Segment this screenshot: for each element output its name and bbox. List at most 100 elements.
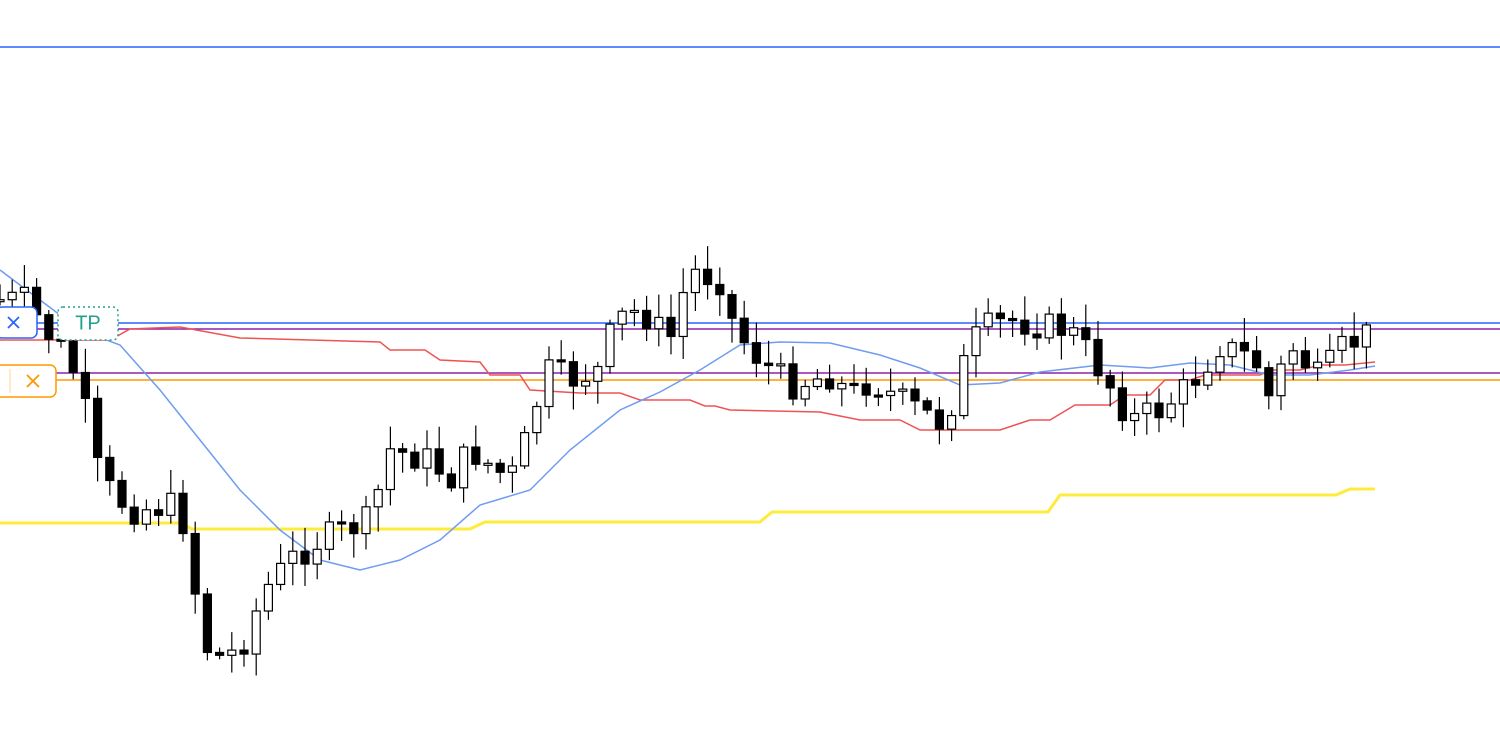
candle-body (666, 316, 676, 338)
candle-body (471, 446, 481, 465)
candle-body (556, 359, 566, 363)
indicators (0, 269, 1376, 571)
close-icon[interactable] (26, 374, 40, 388)
candle-body (800, 385, 810, 400)
candle-body (959, 354, 969, 417)
candle-body (1117, 387, 1128, 422)
candle-body (154, 509, 164, 516)
candle-body (19, 286, 29, 293)
candle-body (544, 359, 554, 408)
candle-body (873, 394, 884, 398)
candle-body (885, 390, 896, 397)
candle-body (68, 340, 78, 374)
candle-body (788, 363, 798, 400)
candle-body (519, 431, 530, 467)
candle-body (459, 446, 469, 489)
candle-body (1129, 412, 1140, 422)
candle-body (678, 291, 688, 338)
candle-body (1276, 363, 1286, 397)
candle-body (1251, 350, 1262, 369)
candle-body (776, 363, 786, 367)
order-label-orange (0, 364, 57, 398)
candle-body (1203, 371, 1213, 386)
tp-text: TP (75, 312, 101, 334)
candles (0, 246, 1372, 676)
candle-body (312, 548, 322, 565)
candle-body (1190, 379, 1201, 386)
candle-body (1312, 361, 1323, 369)
candle-body (995, 312, 1006, 320)
candle-body (898, 388, 908, 392)
candle-body (1032, 333, 1042, 339)
candle-body (190, 532, 200, 595)
candle-body (690, 268, 701, 294)
candle-body (398, 448, 408, 453)
candle-body (227, 649, 237, 656)
candle-body (580, 380, 591, 387)
candle-body (215, 651, 225, 656)
candle-body (80, 371, 91, 399)
candle-body (178, 492, 188, 535)
candle-body (617, 310, 627, 325)
candle-body (1178, 379, 1189, 405)
candle-body (1361, 324, 1372, 348)
candle-body (605, 323, 615, 368)
candle-body (349, 522, 359, 535)
candle-body (727, 294, 737, 319)
candle-body (971, 326, 981, 357)
candle-body (763, 362, 774, 367)
candle-body (434, 448, 444, 475)
candle-body (812, 378, 823, 388)
candle-body (141, 509, 151, 525)
candle-body (263, 583, 273, 612)
candle-body (1154, 402, 1164, 419)
candle-body (715, 283, 725, 296)
candle-body (276, 562, 286, 586)
candle-body (739, 317, 749, 344)
candle-body (507, 465, 517, 473)
candle-body (861, 383, 871, 396)
candle-body (1081, 327, 1091, 341)
candle-body (373, 488, 383, 508)
candle-body (568, 361, 579, 387)
candle-body (361, 506, 371, 535)
candle-body (117, 479, 127, 508)
red-indicator (0, 326, 1376, 431)
candle-body (946, 414, 957, 430)
candle-body (446, 473, 456, 489)
candle-body (1093, 338, 1103, 377)
candle-body (654, 316, 664, 330)
candle-body (483, 462, 493, 466)
candle-body (1337, 335, 1347, 352)
candle-body (837, 382, 847, 390)
candle-body (1300, 350, 1311, 369)
candle-body (702, 268, 713, 286)
candle-body (251, 610, 261, 655)
candle-body (324, 521, 334, 550)
candle-body (532, 405, 542, 434)
candle-body (422, 448, 432, 469)
close-icon[interactable] (7, 316, 20, 329)
candle-body (1288, 350, 1298, 365)
candle-body (239, 649, 249, 655)
candle-body (300, 550, 310, 565)
candle-body (44, 314, 54, 340)
candle-body (849, 382, 859, 387)
candle-body (1068, 327, 1079, 336)
stop-box (0, 364, 57, 398)
candle-body (166, 492, 176, 516)
candle-body (202, 593, 212, 654)
candle-body (1166, 403, 1176, 419)
candle-body (593, 365, 603, 382)
candle-body (1239, 341, 1250, 352)
candle-body (105, 456, 115, 482)
tp-box[interactable] (57, 306, 119, 341)
candle-body (1227, 341, 1237, 358)
candle-body (751, 342, 762, 364)
candle-body (1105, 375, 1115, 389)
candle-body (92, 397, 103, 459)
candle-body (1020, 319, 1030, 335)
